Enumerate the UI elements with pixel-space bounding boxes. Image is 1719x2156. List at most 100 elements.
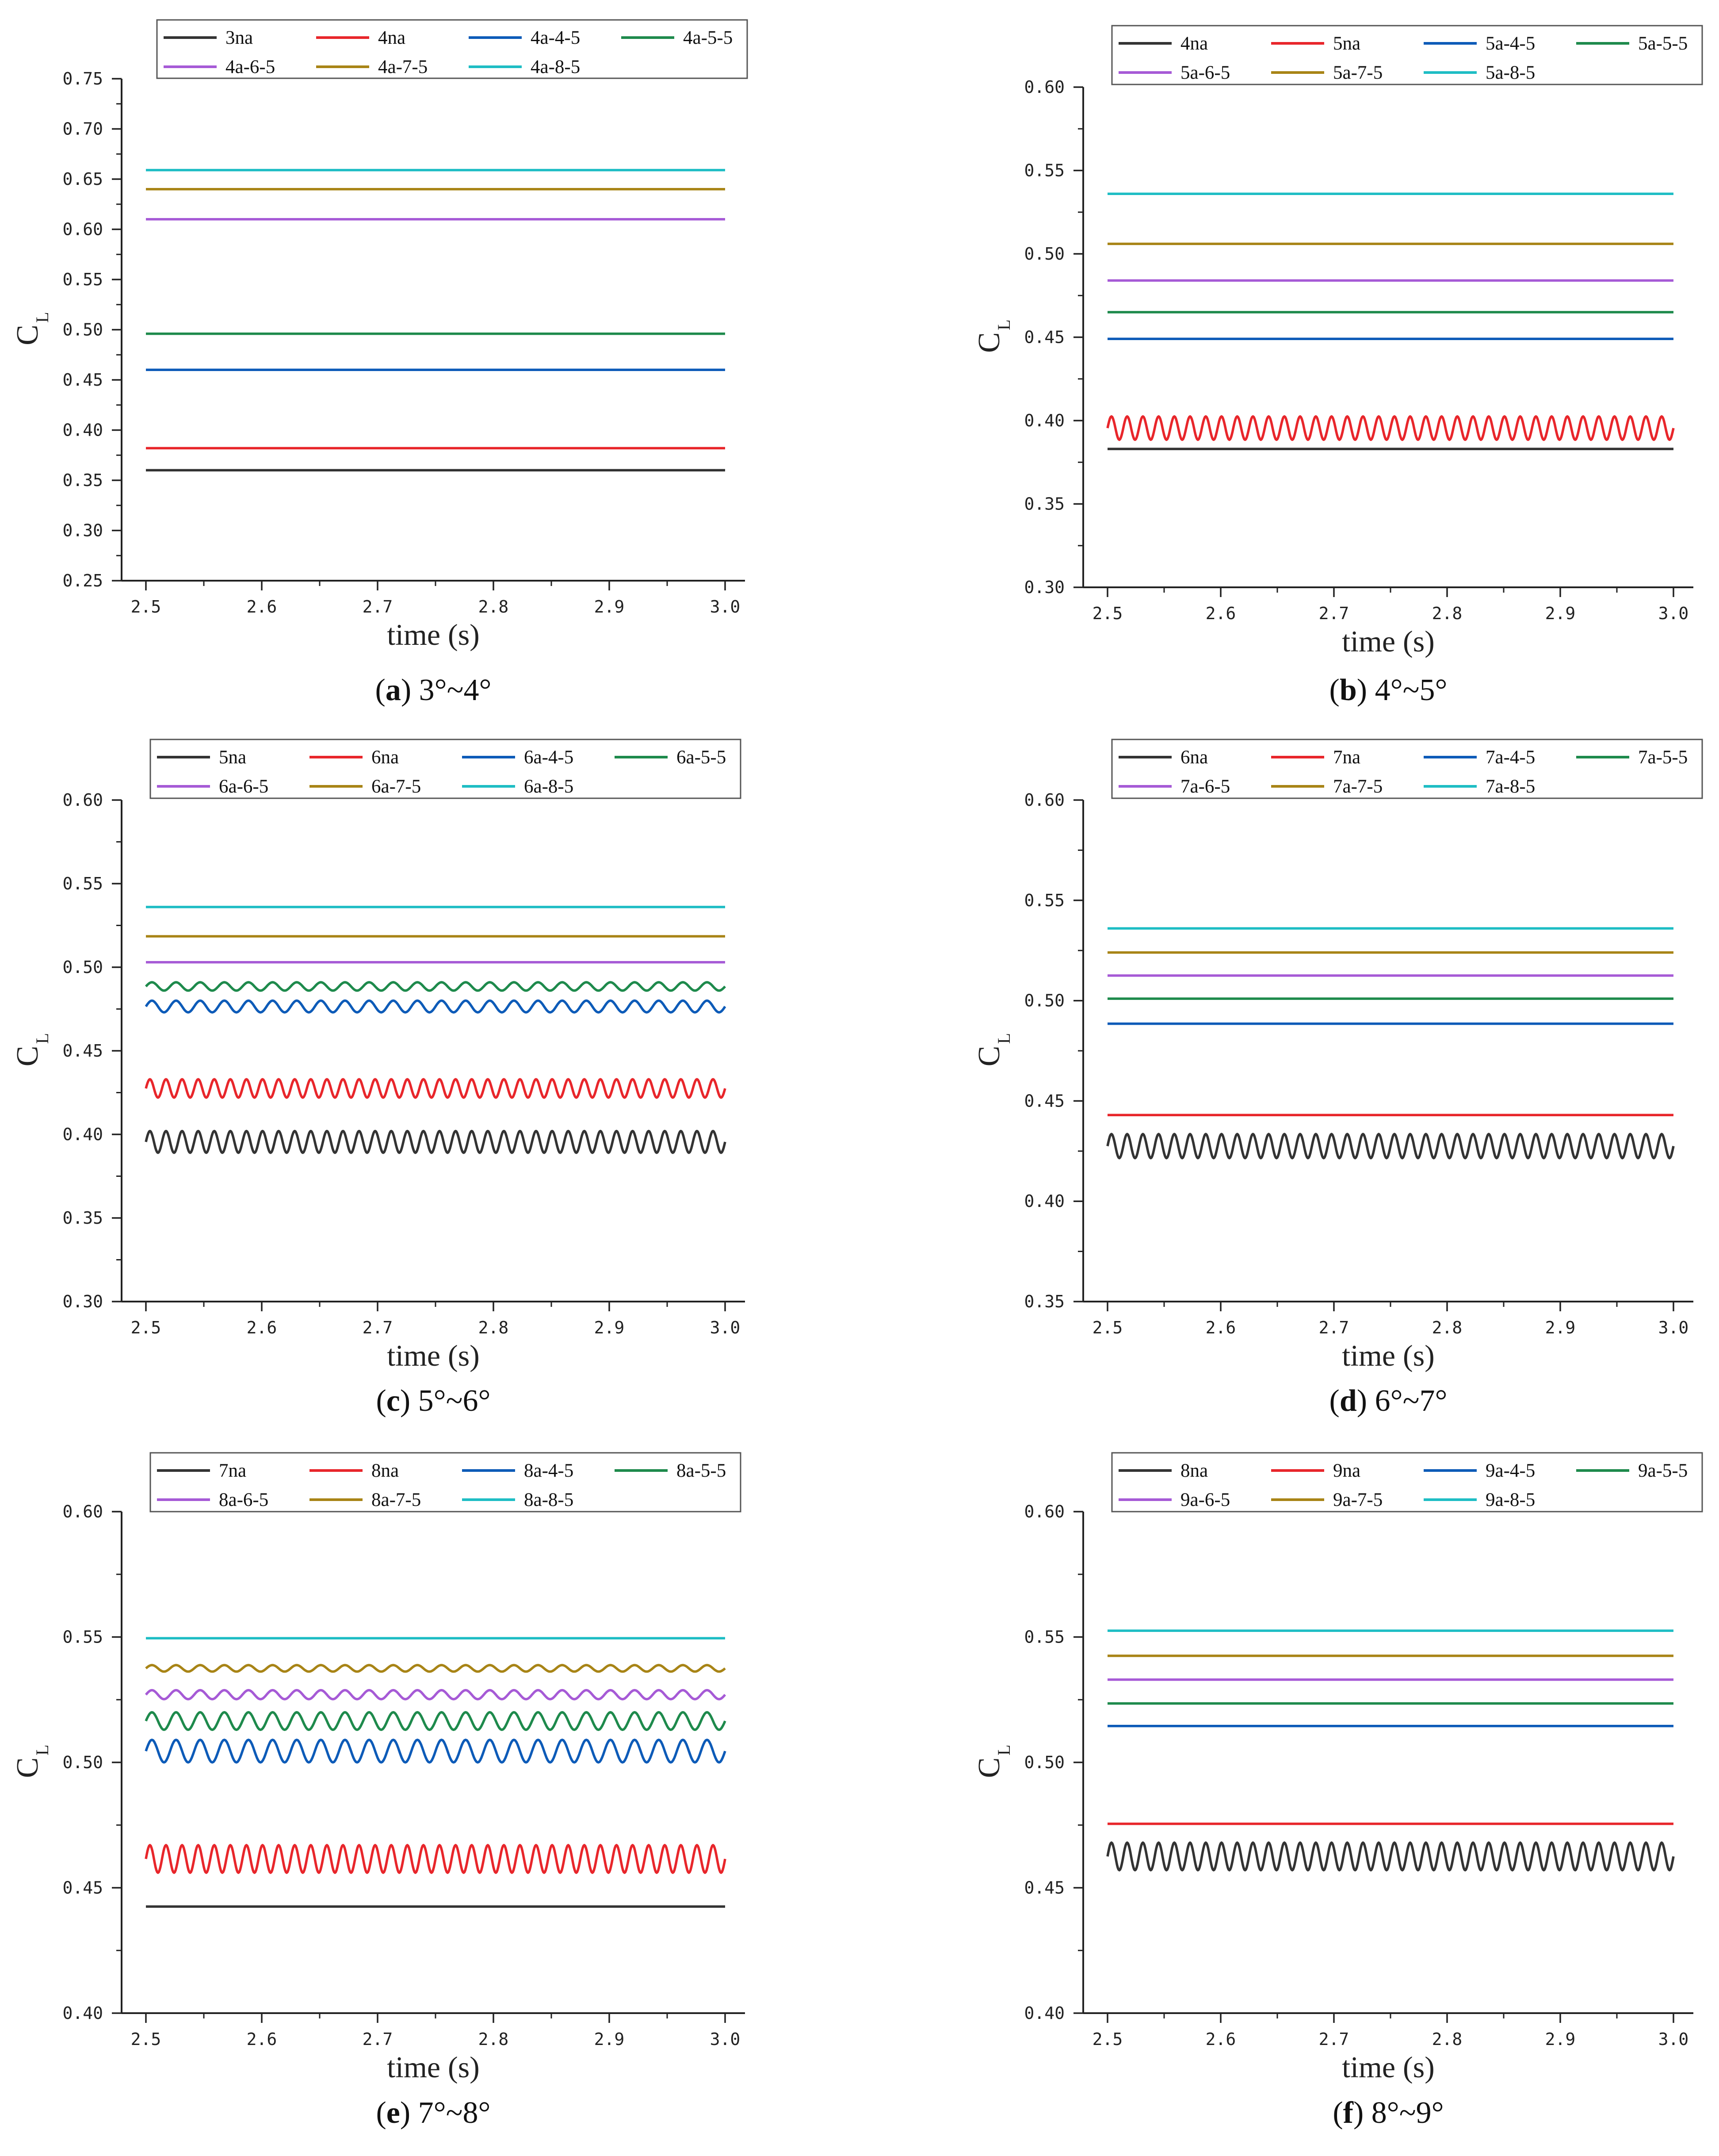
legend-label-8na: 8na [371, 1460, 399, 1481]
y-axis-label: CL [11, 1745, 52, 1778]
series-line-8a-5-5 [145, 1711, 726, 1731]
legend-label-7na: 7na [1333, 747, 1360, 768]
x-tick-label: 2.6 [1206, 2030, 1236, 2049]
caption-panel-label: e [386, 2096, 400, 2130]
y-tick-label: 0.50 [62, 957, 103, 977]
x-axis-label: time (s) [1342, 2050, 1435, 2084]
series-line-6a-5-5 [145, 981, 726, 992]
legend: 6na 7na 7a-4-5 7a-5-5 7a-6-5 7a-7-5 7a-8-5 [1111, 739, 1703, 799]
legend-label-9a-6-5: 9a-6-5 [1180, 1490, 1230, 1510]
y-tick-label: 0.45 [62, 1878, 103, 1898]
y-tick-label: 0.40 [62, 421, 103, 440]
x-tick-label: 2.5 [131, 1318, 161, 1337]
series-line-8na [1106, 1841, 1675, 1872]
x-tick-label: 2.8 [478, 2030, 509, 2049]
y-tick-label: 0.40 [62, 1125, 103, 1144]
legend-label-7a-5-5: 7a-5-5 [1638, 747, 1688, 768]
legend-label-6na: 6na [1180, 747, 1208, 768]
y-axis-label-subscript: L [994, 1745, 1014, 1755]
legend-label-6a-4-5: 6a-4-5 [524, 747, 573, 768]
y-tick-label: 0.40 [1024, 1191, 1065, 1211]
x-tick-label: 2.5 [131, 597, 161, 617]
y-tick-label: 0.60 [62, 220, 103, 239]
legend-box [1111, 25, 1703, 85]
legend-label-4a-7-5: 4a-7-5 [378, 57, 428, 77]
x-tick-label: 2.8 [1432, 2030, 1463, 2049]
y-tick-label: 0.35 [1024, 494, 1065, 514]
y-tick-label: 0.45 [1024, 328, 1065, 347]
legend-box [149, 739, 741, 799]
caption-paren-close: ) [1357, 1384, 1375, 1418]
legend-label-4na: 4na [1180, 33, 1208, 54]
y-axis-label: CL [972, 1745, 1014, 1778]
legend-label-8a-6-5: 8a-6-5 [219, 1490, 268, 1510]
panel-caption: (b) 4°~5° [1329, 673, 1448, 707]
x-tick-label: 2.7 [363, 2030, 393, 2049]
legend-label-5a-5-5: 5a-5-5 [1638, 33, 1688, 54]
caption-angle-range: 6°~7° [1375, 1384, 1448, 1418]
legend-label-9a-8-5: 9a-8-5 [1486, 1490, 1535, 1510]
series-line-6a-4-5 [145, 999, 726, 1014]
caption-panel-label: f [1343, 2096, 1354, 2130]
y-axis-label-main: C [11, 1046, 45, 1067]
caption-paren-close: ) [400, 2096, 418, 2130]
x-tick-label: 2.8 [478, 597, 509, 617]
x-tick-label: 2.7 [1319, 1318, 1349, 1337]
legend-label-8a-4-5: 8a-4-5 [524, 1460, 573, 1481]
legend-label-5na: 5na [219, 747, 246, 768]
x-tick-label: 2.9 [1545, 2030, 1576, 2049]
y-tick-label: 0.30 [62, 521, 103, 540]
x-tick-label: 3.0 [1658, 1318, 1689, 1337]
x-tick-label: 3.0 [1658, 604, 1689, 623]
y-tick-label: 0.70 [62, 119, 103, 139]
x-tick-label: 2.8 [1432, 1318, 1463, 1337]
legend-label-4na: 4na [378, 27, 405, 48]
x-tick-label: 2.9 [1545, 1318, 1576, 1337]
series-line-5na [145, 1130, 726, 1154]
y-tick-label: 0.50 [1024, 991, 1065, 1011]
legend-label-4a-8-5: 4a-8-5 [531, 57, 580, 77]
caption-angle-range: 8°~9° [1371, 2096, 1444, 2130]
series-line-5na [1106, 415, 1675, 441]
x-axis-label: time (s) [1342, 624, 1435, 658]
legend-label-5a-6-5: 5a-6-5 [1180, 62, 1230, 83]
legend-label-4a-4-5: 4a-4-5 [531, 27, 580, 48]
y-tick-label: 0.55 [1024, 161, 1065, 180]
chart-panel-e: 0.40 0.45 0.50 0.55 0.60 2.5 2.6 2.7 2.8 2.9 3.0 ti… [11, 1452, 745, 2130]
y-tick-label: 0.35 [62, 1208, 103, 1228]
legend-label-7a-4-5: 7a-4-5 [1486, 747, 1535, 768]
panel-caption: (e) 7°~8° [376, 2096, 490, 2130]
y-axis-label-subscript: L [994, 319, 1014, 330]
legend-label-3na: 3na [225, 27, 253, 48]
caption-paren-open: ( [1333, 2096, 1343, 2130]
legend: 3na 4na 4a-4-5 4a-5-5 4a-6-5 4a-7-5 4a-8-5 [156, 19, 748, 79]
y-tick-label: 0.60 [1024, 1502, 1065, 1521]
legend: 7na 8na 8a-4-5 8a-5-5 8a-6-5 8a-7-5 8a-8-5 [149, 1452, 741, 1513]
y-tick-label: 0.45 [62, 1041, 103, 1061]
y-tick-label: 0.50 [62, 1753, 103, 1772]
caption-paren-close: ) [400, 1384, 418, 1418]
y-tick-label: 0.65 [62, 169, 103, 189]
caption-paren-open: ( [375, 673, 386, 707]
y-tick-label: 0.30 [62, 1292, 103, 1311]
caption-panel-label: c [386, 1384, 400, 1418]
y-tick-label: 0.60 [62, 1502, 103, 1521]
legend-label-4a-5-5: 4a-5-5 [683, 27, 733, 48]
x-tick-label: 2.6 [1206, 604, 1236, 623]
y-axis-label-subscript: L [32, 1033, 52, 1044]
y-tick-label: 0.45 [62, 370, 103, 390]
y-tick-label: 0.35 [1024, 1292, 1065, 1311]
y-axis-label: CL [11, 312, 52, 345]
panel-caption: (f) 8°~9° [1333, 2096, 1444, 2130]
y-tick-label: 0.60 [62, 790, 103, 810]
x-tick-label: 2.7 [363, 597, 393, 617]
legend-label-5a-4-5: 5a-4-5 [1486, 33, 1535, 54]
x-axis-label: time (s) [387, 2050, 480, 2084]
x-tick-label: 3.0 [710, 1318, 741, 1337]
legend-label-8a-5-5: 8a-5-5 [676, 1460, 726, 1481]
caption-panel-label: a [386, 673, 401, 707]
legend-label-7a-8-5: 7a-8-5 [1486, 776, 1535, 797]
y-tick-label: 0.60 [1024, 790, 1065, 810]
legend-box [156, 19, 748, 79]
x-tick-label: 2.7 [1319, 2030, 1349, 2049]
